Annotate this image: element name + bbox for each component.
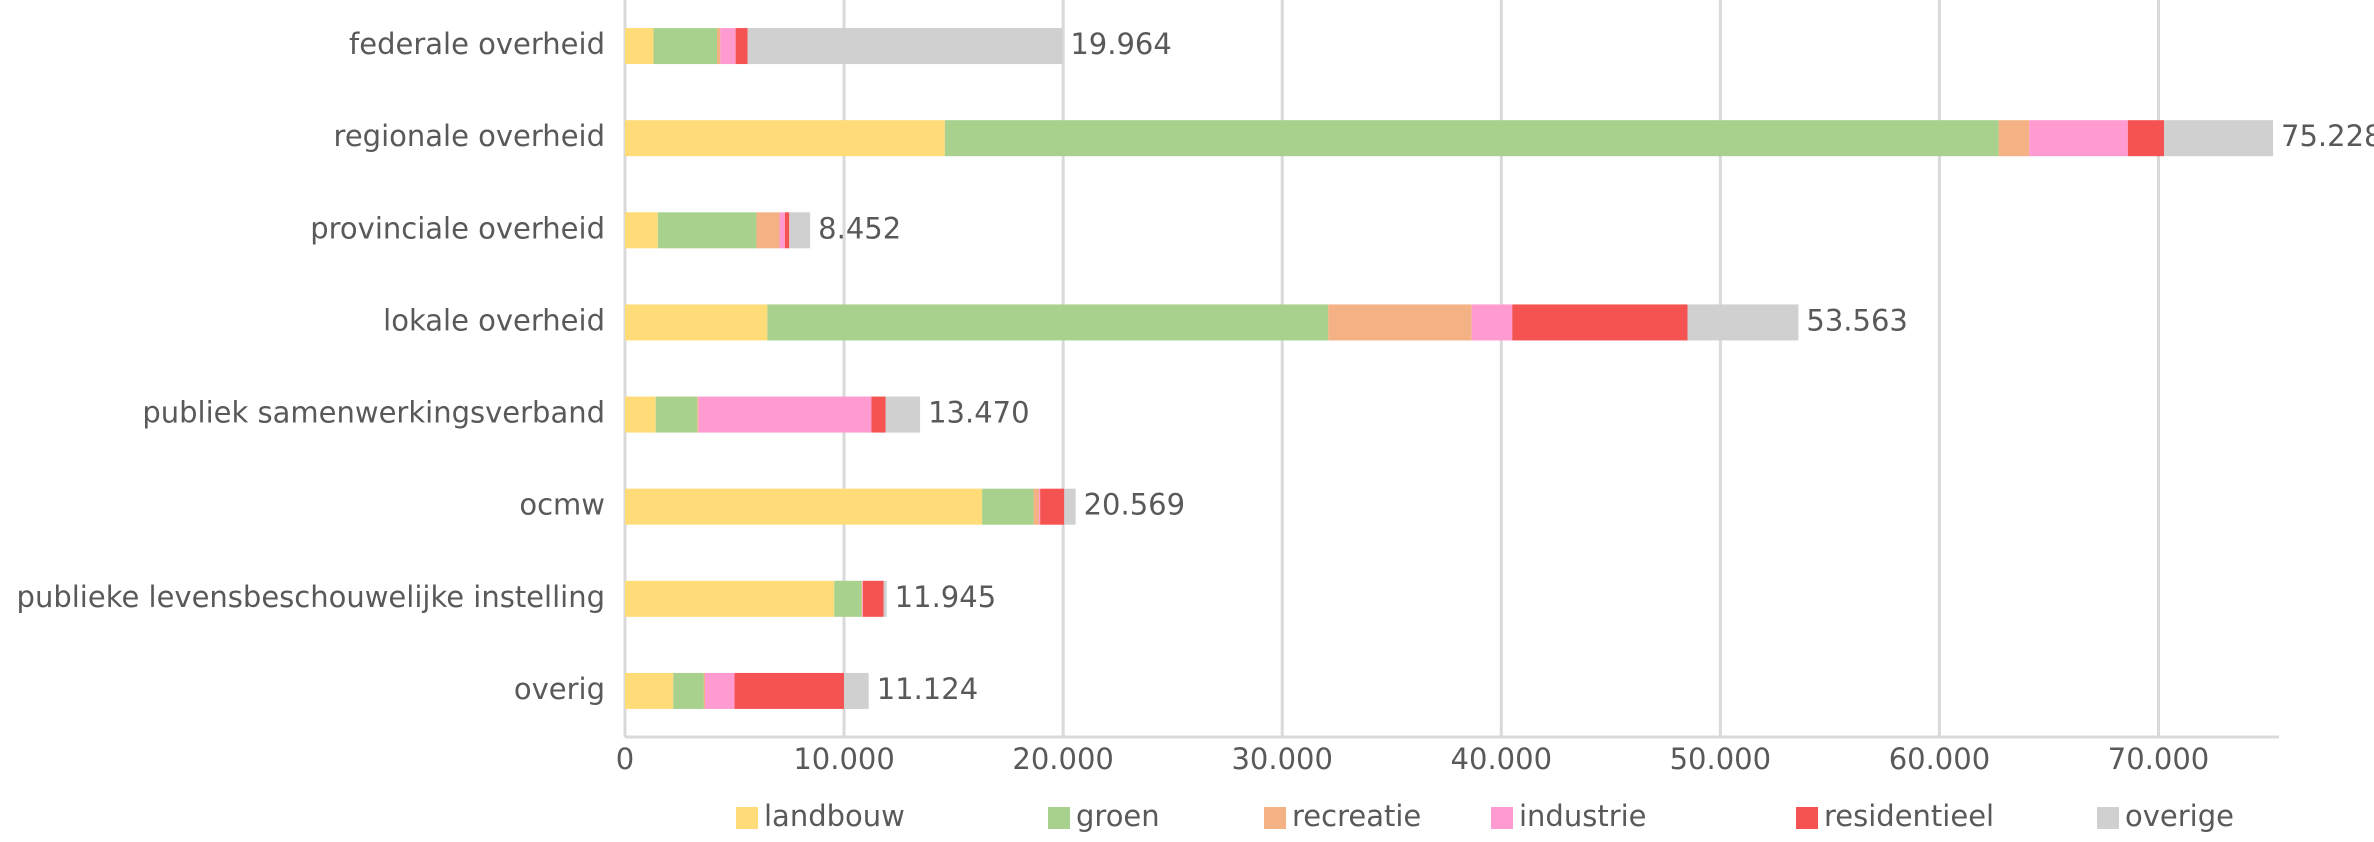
bar-segment xyxy=(1687,304,1799,341)
y-tick-label: ocmw xyxy=(519,488,605,522)
x-tick-label: 70.000 xyxy=(2108,742,2209,776)
bar-segment xyxy=(944,120,1999,157)
bar-segment xyxy=(756,212,780,249)
x-tick-label: 10.000 xyxy=(793,742,894,776)
bar-segment xyxy=(735,28,748,65)
bar-segment xyxy=(720,28,736,65)
legend-label: overige xyxy=(2125,799,2234,833)
x-tick-label: 50.000 xyxy=(1670,742,1771,776)
x-tick-label: 0 xyxy=(616,742,634,776)
bar-segment xyxy=(1033,488,1040,525)
x-tick-label: 40.000 xyxy=(1451,742,1552,776)
legend-swatch xyxy=(1048,807,1070,829)
legend-label: recreatie xyxy=(1292,799,1421,833)
bar-segment xyxy=(834,580,862,617)
bar-segment xyxy=(982,488,1034,525)
y-tick-label: regionale overheid xyxy=(334,119,605,153)
bar-segment xyxy=(698,396,872,433)
bar-segment xyxy=(871,396,886,433)
bar-segment xyxy=(653,28,718,65)
bar-segment xyxy=(704,672,735,709)
bar-segment xyxy=(1512,304,1688,341)
legend-label: residentieel xyxy=(1824,799,1994,833)
y-tick-label: publieke levensbeschouwelijke instelling xyxy=(17,580,605,614)
bar-segment xyxy=(625,672,674,709)
bar-segment xyxy=(1328,304,1472,341)
y-tick-label: overig xyxy=(514,672,605,706)
bar-segment xyxy=(625,488,983,525)
total-label: 20.569 xyxy=(1084,488,1185,522)
bar-segment xyxy=(625,304,768,341)
bar-segment xyxy=(885,396,921,433)
bar-segment xyxy=(767,304,1329,341)
bar-segment xyxy=(883,580,887,617)
legend-swatch xyxy=(1264,807,1286,829)
x-tick-label: 20.000 xyxy=(1012,742,1113,776)
total-label: 19.964 xyxy=(1070,27,1171,61)
total-label: 8.452 xyxy=(818,211,901,245)
total-label: 13.470 xyxy=(928,396,1029,430)
legend-swatch xyxy=(736,807,758,829)
bar-segment xyxy=(1471,304,1513,341)
y-tick-label: federale overheid xyxy=(349,27,605,61)
x-tick-label: 30.000 xyxy=(1231,742,1332,776)
bar-segment xyxy=(625,212,658,249)
total-label: 75.228 xyxy=(2281,119,2374,153)
bar-segment xyxy=(862,580,863,617)
total-label: 53.563 xyxy=(1806,303,1907,337)
bar-segment xyxy=(717,28,721,65)
bar-segment xyxy=(734,672,845,709)
y-tick-label: publiek samenwerkingsverband xyxy=(142,396,605,430)
bar-segment xyxy=(861,580,863,617)
bar-segment xyxy=(625,580,835,617)
bar-segment xyxy=(673,672,704,709)
x-tick-label: 60.000 xyxy=(1889,742,1990,776)
bar-segment xyxy=(747,28,1063,65)
y-tick-label: provinciale overheid xyxy=(310,211,605,245)
bar-segment xyxy=(1064,488,1076,525)
legend-label: groen xyxy=(1076,799,1160,833)
bar-segment xyxy=(625,28,654,65)
legend-label: landbouw xyxy=(764,799,905,833)
legend-swatch xyxy=(1796,807,1818,829)
bar-segment xyxy=(1040,488,1065,525)
bar-segment xyxy=(779,212,785,249)
bar-segment xyxy=(862,580,884,617)
legend-swatch xyxy=(1491,807,1513,829)
total-label: 11.124 xyxy=(877,672,978,706)
total-label: 11.945 xyxy=(895,580,996,614)
bar-segment xyxy=(625,396,656,433)
bar-segment xyxy=(784,212,790,249)
legend-swatch xyxy=(2097,807,2119,829)
bar-segment xyxy=(844,672,869,709)
bar-segment xyxy=(2029,120,2128,157)
bar-segment xyxy=(657,212,757,249)
bar-segment xyxy=(1998,120,2030,157)
bar-segment xyxy=(2127,120,2164,157)
legend-label: industrie xyxy=(1519,799,1647,833)
bar-segment xyxy=(625,120,945,157)
bar-segment xyxy=(1039,488,1041,525)
bar-segment xyxy=(2163,120,2274,157)
bar-segment xyxy=(655,396,698,433)
bar-segment xyxy=(789,212,811,249)
y-tick-label: lokale overheid xyxy=(383,303,605,337)
bar-segment xyxy=(703,672,705,709)
bar-segment xyxy=(697,396,699,433)
